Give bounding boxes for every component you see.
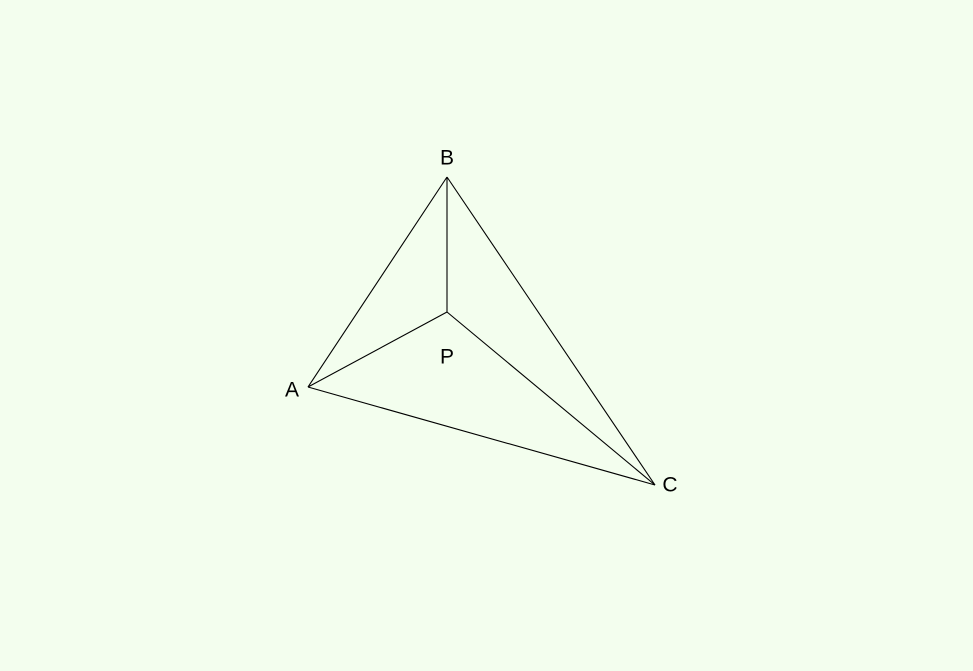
segment-pa	[308, 312, 447, 387]
segment-ac	[308, 387, 655, 485]
vertex-labels: A B C P	[285, 147, 678, 497]
vertex-label-b: B	[440, 147, 454, 170]
segment-ab	[308, 177, 447, 387]
vertex-label-c: C	[662, 474, 677, 497]
segment-pc	[447, 312, 655, 485]
segment-bc	[447, 177, 655, 485]
vertex-label-p: P	[440, 346, 454, 369]
vertex-label-a: A	[285, 379, 299, 402]
diagram-edges	[308, 177, 655, 485]
